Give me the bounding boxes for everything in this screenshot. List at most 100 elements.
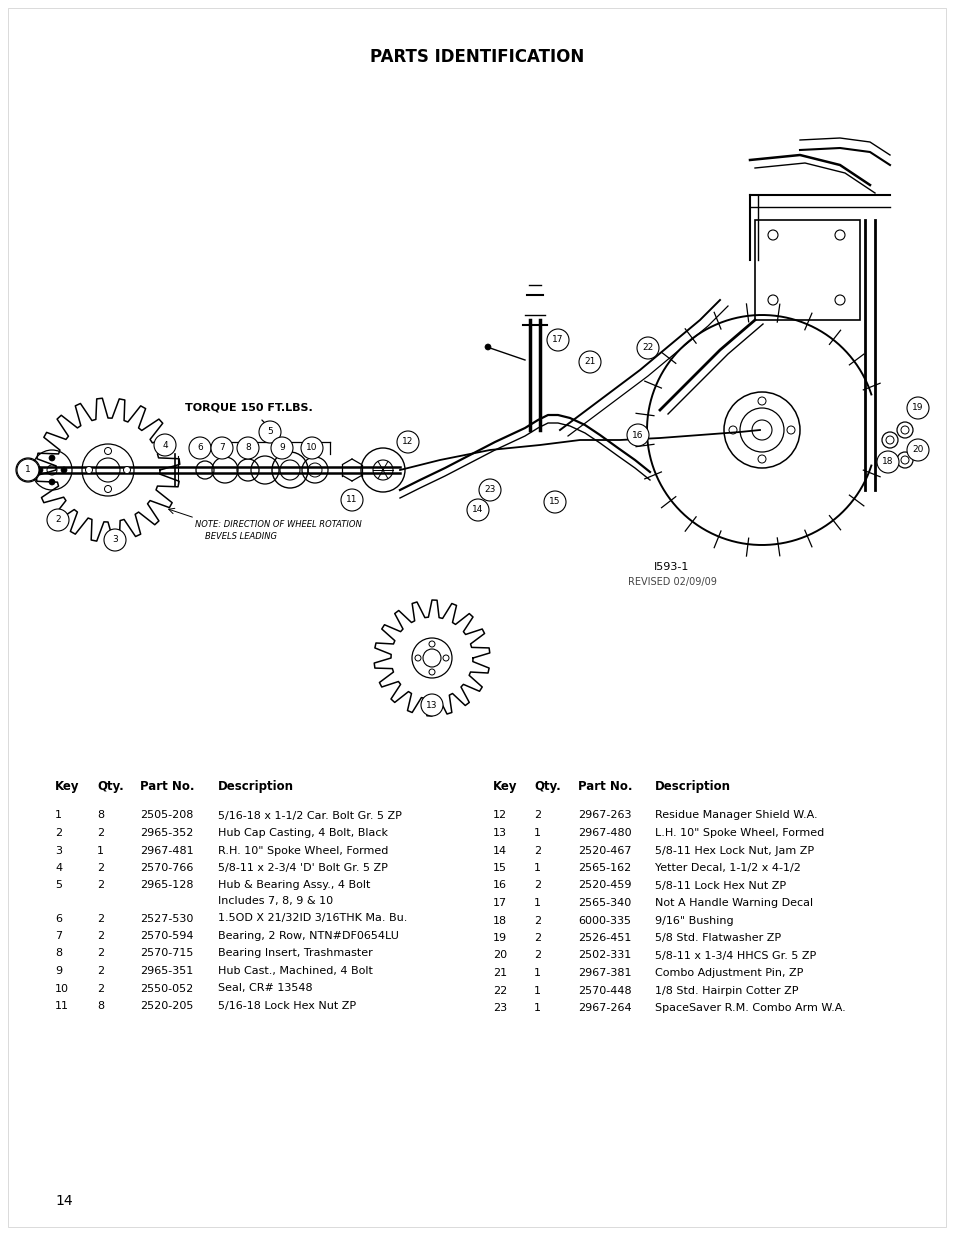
Text: 19: 19	[493, 932, 507, 944]
Text: 16: 16	[493, 881, 506, 890]
Text: 2520-467: 2520-467	[578, 846, 631, 856]
Text: 1: 1	[534, 1003, 540, 1013]
Text: Bearing Insert, Trashmaster: Bearing Insert, Trashmaster	[218, 948, 373, 958]
Circle shape	[578, 351, 600, 373]
Text: 2565-162: 2565-162	[578, 863, 631, 873]
Circle shape	[271, 437, 293, 459]
Text: 2: 2	[97, 827, 104, 839]
Circle shape	[396, 431, 418, 453]
Text: 13: 13	[493, 827, 506, 839]
Text: Hub & Bearing Assy., 4 Bolt: Hub & Bearing Assy., 4 Bolt	[218, 881, 370, 890]
Text: 14: 14	[55, 1194, 72, 1208]
Text: 2: 2	[534, 932, 540, 944]
Text: 2565-340: 2565-340	[578, 898, 631, 908]
Text: 8: 8	[97, 810, 104, 820]
Circle shape	[104, 529, 126, 551]
Text: 1: 1	[534, 968, 540, 978]
Text: 2: 2	[97, 948, 104, 958]
Text: 9: 9	[279, 443, 285, 452]
Circle shape	[49, 479, 55, 485]
Text: 11: 11	[346, 495, 357, 505]
Text: 2: 2	[97, 966, 104, 976]
Text: 21: 21	[493, 968, 507, 978]
Circle shape	[236, 437, 258, 459]
Text: Qty.: Qty.	[534, 781, 560, 793]
Text: Key: Key	[55, 781, 79, 793]
Text: TORQUE 150 FT.LBS.: TORQUE 150 FT.LBS.	[185, 403, 313, 412]
Circle shape	[17, 459, 39, 480]
Text: 2527-530: 2527-530	[140, 914, 193, 924]
Text: 6: 6	[197, 443, 203, 452]
Text: Residue Manager Shield W.A.: Residue Manager Shield W.A.	[655, 810, 817, 820]
Circle shape	[876, 451, 898, 473]
Text: 2: 2	[97, 983, 104, 993]
Circle shape	[420, 694, 442, 716]
Text: 6: 6	[55, 914, 62, 924]
Text: 1: 1	[534, 827, 540, 839]
Text: Includes 7, 8, 9 & 10: Includes 7, 8, 9 & 10	[218, 897, 333, 906]
Text: 2520-205: 2520-205	[140, 1002, 193, 1011]
Text: Hub Cast., Machined, 4 Bolt: Hub Cast., Machined, 4 Bolt	[218, 966, 373, 976]
Text: 15: 15	[549, 498, 560, 506]
Text: R.H. 10" Spoke Wheel, Formed: R.H. 10" Spoke Wheel, Formed	[218, 846, 388, 856]
Text: 5: 5	[267, 427, 273, 436]
Text: 2967-263: 2967-263	[578, 810, 631, 820]
Circle shape	[61, 467, 67, 473]
Text: 14: 14	[472, 505, 483, 515]
Circle shape	[543, 492, 565, 513]
Text: 2965-351: 2965-351	[140, 966, 193, 976]
Text: 2: 2	[534, 810, 540, 820]
Text: 22: 22	[641, 343, 653, 352]
Text: 1/8 Std. Hairpin Cotter ZP: 1/8 Std. Hairpin Cotter ZP	[655, 986, 798, 995]
Text: Seal, CR# 13548: Seal, CR# 13548	[218, 983, 313, 993]
Text: 1: 1	[534, 986, 540, 995]
Text: 5/16-18 Lock Hex Nut ZP: 5/16-18 Lock Hex Nut ZP	[218, 1002, 355, 1011]
Text: 2: 2	[534, 846, 540, 856]
Circle shape	[429, 669, 435, 676]
Text: 2502-331: 2502-331	[578, 951, 631, 961]
Text: 20: 20	[493, 951, 507, 961]
Text: 4: 4	[55, 863, 62, 873]
Text: 5/8-11 Hex Lock Nut, Jam ZP: 5/8-11 Hex Lock Nut, Jam ZP	[655, 846, 813, 856]
Text: 8: 8	[245, 443, 251, 452]
Circle shape	[637, 337, 659, 359]
Circle shape	[211, 437, 233, 459]
Text: 15: 15	[493, 863, 506, 873]
Text: Not A Handle Warning Decal: Not A Handle Warning Decal	[655, 898, 812, 908]
Circle shape	[47, 509, 69, 531]
Circle shape	[546, 329, 568, 351]
Circle shape	[429, 641, 435, 647]
Text: 1: 1	[97, 846, 104, 856]
Circle shape	[442, 655, 449, 661]
Text: 2967-481: 2967-481	[140, 846, 193, 856]
Text: 7: 7	[55, 931, 62, 941]
Text: 23: 23	[493, 1003, 507, 1013]
Text: 20: 20	[911, 446, 923, 454]
Circle shape	[340, 489, 363, 511]
Text: 2: 2	[55, 515, 61, 525]
Circle shape	[22, 475, 26, 479]
Circle shape	[484, 345, 491, 350]
Text: 12: 12	[493, 810, 507, 820]
Text: 2965-352: 2965-352	[140, 827, 193, 839]
Text: 2: 2	[97, 931, 104, 941]
Text: 5/8-11 x 1-3/4 HHCS Gr. 5 ZP: 5/8-11 x 1-3/4 HHCS Gr. 5 ZP	[655, 951, 816, 961]
Text: Part No.: Part No.	[578, 781, 632, 793]
Circle shape	[415, 655, 420, 661]
Text: 2526-451: 2526-451	[578, 932, 631, 944]
Text: 2550-052: 2550-052	[140, 983, 193, 993]
Text: 5/8-11 Lock Hex Nut ZP: 5/8-11 Lock Hex Nut ZP	[655, 881, 785, 890]
Text: 21: 21	[583, 357, 595, 367]
Text: I593-1: I593-1	[654, 562, 689, 572]
Text: 19: 19	[911, 404, 923, 412]
Text: Yetter Decal, 1-1/2 x 4-1/2: Yetter Decal, 1-1/2 x 4-1/2	[655, 863, 800, 873]
Text: 3: 3	[112, 536, 118, 545]
Text: 2: 2	[534, 951, 540, 961]
Circle shape	[906, 396, 928, 419]
Text: 9/16" Bushing: 9/16" Bushing	[655, 915, 733, 925]
Circle shape	[301, 437, 323, 459]
Text: 2520-459: 2520-459	[578, 881, 631, 890]
Text: NOTE: DIRECTION OF WHEEL ROTATION: NOTE: DIRECTION OF WHEEL ROTATION	[194, 520, 361, 529]
Circle shape	[258, 421, 281, 443]
Text: 5: 5	[55, 881, 62, 890]
